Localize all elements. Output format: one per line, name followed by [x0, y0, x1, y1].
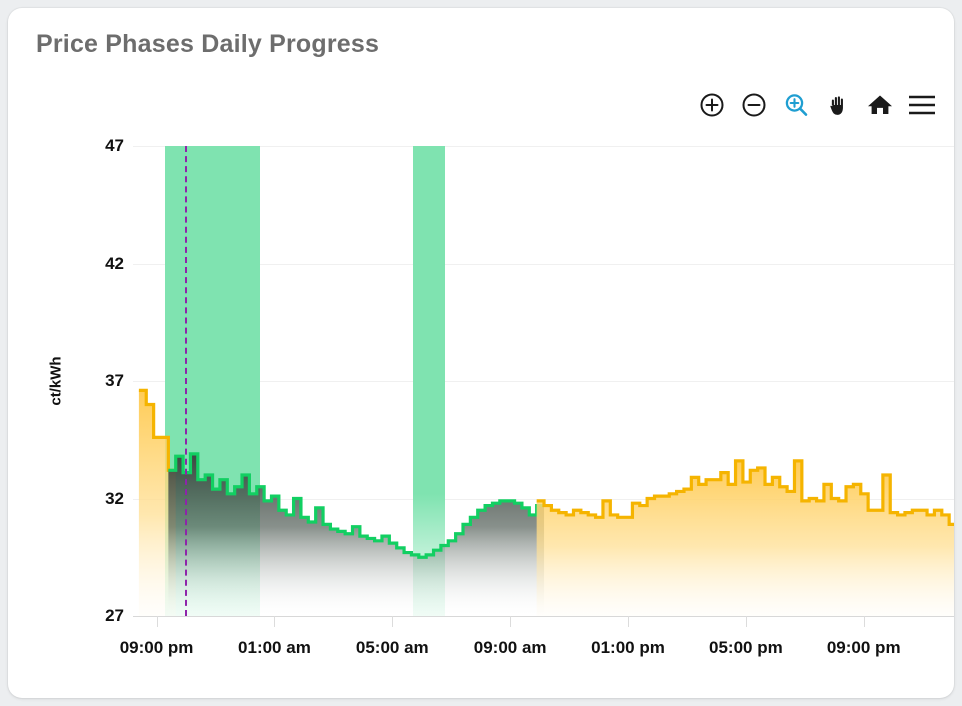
- zoom-select-icon[interactable]: [782, 91, 810, 119]
- y-axis-tick-label: 32: [105, 488, 124, 508]
- x-axis-ticks: [133, 616, 954, 628]
- plot-area[interactable]: [133, 146, 954, 617]
- price-series: [138, 388, 954, 616]
- y-axis-tick-label: 47: [105, 136, 124, 155]
- series-line: [536, 459, 954, 526]
- series-area: [138, 390, 176, 616]
- y-axis-tick-label: 27: [105, 606, 124, 625]
- x-axis-tick: [274, 616, 276, 627]
- x-axis-tick: [628, 616, 629, 627]
- gridline: [133, 498, 954, 500]
- x-axis-tick-label: 01:00 am: [238, 638, 311, 657]
- x-axis-tick-label: 09:00 pm: [826, 638, 901, 657]
- page-title: Price Phases Daily Progress: [36, 30, 380, 58]
- x-axis-tick-labels: 09:00 pm 01:00 am 05:00 am 09:00 am 01:00 pm…: [120, 622, 954, 662]
- x-axis-tick: [863, 616, 865, 627]
- x-axis-tick: [156, 616, 158, 627]
- x-axis-tick-label: 09:00 pm: [119, 638, 194, 657]
- y-axis-tick-labels: 27 32 37 42 47: [88, 136, 124, 625]
- home-icon[interactable]: [866, 91, 894, 119]
- now-line: [184, 146, 187, 616]
- series-line: [138, 388, 176, 472]
- x-axis-tick: [510, 616, 512, 627]
- series-area: [536, 460, 954, 616]
- zoom-out-icon[interactable]: [740, 91, 768, 119]
- chart-card: Price Phases Daily Progress: [8, 8, 954, 698]
- hamburger-menu-icon[interactable]: [908, 91, 936, 119]
- y-axis-tick-label: 37: [105, 371, 124, 390]
- y-axis-title: ct/kWh: [47, 356, 65, 406]
- chart-toolbar: [698, 88, 936, 122]
- series-line: [168, 452, 545, 559]
- cheap-phase-band-2: [412, 146, 446, 616]
- x-axis-tick-label: 05:00 am: [355, 638, 429, 657]
- x-axis-tick-label: 01:00 pm: [591, 638, 665, 657]
- x-axis-tick-label: 09:00 am: [473, 638, 547, 657]
- pan-hand-icon[interactable]: [824, 91, 852, 119]
- gridline: [133, 146, 954, 147]
- gridline: [133, 381, 954, 382]
- y-axis-tick-label: 42: [105, 253, 124, 273]
- gridline: [133, 263, 954, 265]
- x-axis-tick: [392, 616, 394, 627]
- gridline: [133, 616, 954, 617]
- x-axis-tick: [745, 616, 747, 627]
- series-area: [168, 453, 545, 616]
- zoom-in-icon[interactable]: [698, 91, 726, 119]
- x-axis-tick-label: 05:00 pm: [708, 638, 783, 657]
